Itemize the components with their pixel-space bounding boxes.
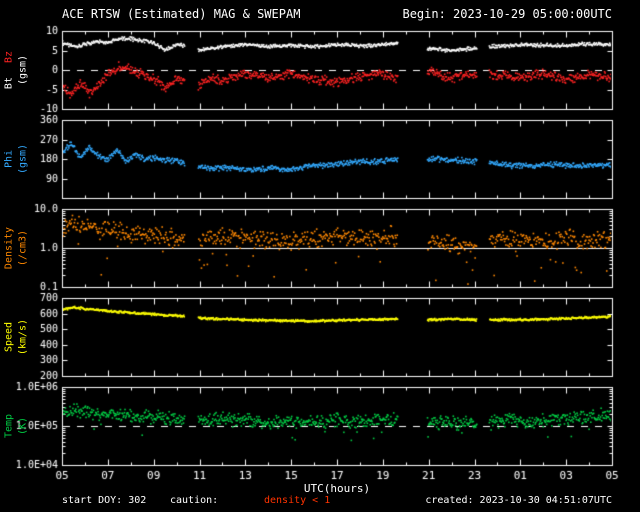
created-timestamp: created: 2023-10-30 04:51:07UTC — [425, 495, 612, 506]
x-axis-title: UTC(hours) — [303, 482, 371, 495]
start-doy-label: start DOY: 302 — [62, 495, 147, 506]
bt-axis-label: Bt — [3, 77, 15, 90]
caution-label: caution: — [170, 495, 219, 506]
begin-timestamp: Begin: 2023-10-29 05:00:00UTC — [402, 7, 612, 21]
plot-title: ACE RTSW (Estimated) MAG & SWEPAM — [62, 7, 301, 21]
caution-value: density < 1 — [264, 495, 331, 506]
bz-axis-label: Bz — [3, 50, 15, 63]
